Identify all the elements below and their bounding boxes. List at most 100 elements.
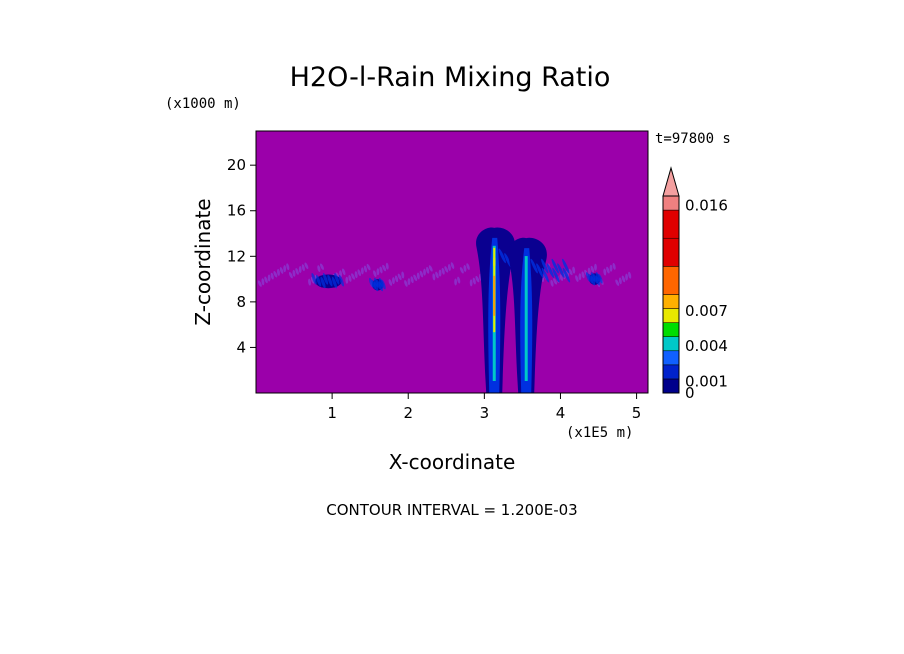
faint-rain-streak xyxy=(373,270,377,278)
colorbar-segment xyxy=(662,195,680,211)
colorbar-label: 0 xyxy=(685,384,695,402)
faint-rain-streak xyxy=(283,265,287,273)
rain-streak xyxy=(311,272,317,285)
faint-rain-streak xyxy=(419,270,424,278)
colorbar-extend-arrow xyxy=(662,166,680,197)
faint-rain-streak xyxy=(625,273,628,281)
colorbar-segment xyxy=(662,266,680,295)
faint-rain-streak xyxy=(459,267,464,274)
rain-streak xyxy=(595,275,601,286)
faint-rain-streak xyxy=(397,273,402,281)
time-label: t=97800 s xyxy=(655,131,731,147)
y-tick-label: 12 xyxy=(227,247,246,265)
anvil-streak xyxy=(551,258,559,274)
faint-rain-streak xyxy=(286,263,290,271)
rain-streak xyxy=(373,281,379,292)
x-tick-label: 4 xyxy=(556,404,566,422)
faint-rain-streak xyxy=(385,262,389,270)
faint-rain-streak xyxy=(587,267,591,275)
rain-streak xyxy=(378,281,384,292)
faint-rain-streak xyxy=(366,263,371,271)
faint-rain-streak xyxy=(407,278,411,286)
faint-rain-streak xyxy=(615,279,620,286)
faint-rain-streak xyxy=(388,279,393,286)
faint-rain-streak xyxy=(612,262,616,270)
chart-title: H2O-l-Rain Mixing Ratio xyxy=(290,62,611,93)
colorbar-label: 0.016 xyxy=(685,196,728,214)
faint-rain-streak xyxy=(270,272,274,280)
faint-rain-streak xyxy=(354,271,358,279)
y-tick-label: 4 xyxy=(236,338,246,356)
rain-streak xyxy=(338,274,344,287)
faint-rain-streak xyxy=(581,271,585,279)
anvil-streak xyxy=(552,267,560,283)
faint-rain-streak xyxy=(279,267,284,274)
faint-rain-streak xyxy=(341,268,346,276)
faint-rain-streak xyxy=(475,275,480,283)
rain-streak xyxy=(331,276,338,289)
faint-rain-streak xyxy=(609,264,613,272)
faint-rain-streak xyxy=(363,265,368,273)
faint-rain-streak xyxy=(345,276,349,284)
faint-rain-streak xyxy=(444,266,449,273)
rain-streak xyxy=(315,274,322,287)
anvil-streak xyxy=(504,253,512,268)
y-scale-label: (x1000 m) xyxy=(165,96,241,112)
x-axis-label: X-coordinate xyxy=(389,450,516,474)
faint-rain-streak xyxy=(441,267,445,275)
plot-area xyxy=(256,131,648,393)
faint-rain-streak xyxy=(382,264,387,272)
anvil-streak xyxy=(530,258,538,274)
colorbar-segment xyxy=(662,350,680,366)
faint-rain-streak xyxy=(295,268,299,275)
faint-rain-streak xyxy=(357,269,362,277)
faint-rain-streak xyxy=(603,268,607,276)
faint-rain-streak xyxy=(553,278,558,285)
faint-rain-streak xyxy=(264,276,268,284)
rain-streak xyxy=(320,276,326,289)
faint-rain-streak xyxy=(320,263,324,270)
faint-rain-streak xyxy=(594,263,597,271)
x-tick-label: 5 xyxy=(632,404,642,422)
colorbar xyxy=(662,166,680,394)
contour-interval: CONTOUR INTERVAL = 1.200E-03 xyxy=(326,501,577,519)
colorbar-segment xyxy=(662,322,680,337)
rain-streak xyxy=(327,274,333,287)
faint-rain-streak xyxy=(426,266,430,274)
faint-rain-streak xyxy=(450,262,455,269)
faint-rain-streak xyxy=(298,266,302,274)
faint-rain-streak xyxy=(432,273,436,281)
faint-rain-streak xyxy=(423,268,426,276)
y-axis-label: Z-coordinate xyxy=(191,198,215,325)
colorbar-segment xyxy=(662,364,680,380)
anvil-streak xyxy=(546,263,554,278)
faint-rain-streak xyxy=(416,272,420,280)
column-peak xyxy=(493,275,496,316)
faint-rain-streak xyxy=(621,275,626,283)
colorbar-segment xyxy=(662,308,680,323)
anvil-streak xyxy=(557,263,565,278)
y-tick-label: 8 xyxy=(236,293,246,311)
y-tick-label: 16 xyxy=(227,202,246,220)
faint-rain-streak xyxy=(288,271,293,279)
faint-rain-streak xyxy=(379,266,383,274)
faint-rain-streak xyxy=(277,268,280,276)
faint-rain-streak xyxy=(376,268,380,276)
anvil-streak xyxy=(541,258,549,274)
anvil-streak xyxy=(562,267,571,283)
faint-rain-streak xyxy=(568,268,573,276)
faint-rain-streak xyxy=(578,273,582,281)
rain-streak xyxy=(598,273,603,284)
rain-streak xyxy=(590,275,596,286)
faint-rain-streak xyxy=(454,278,458,286)
faint-rain-streak xyxy=(428,265,433,272)
faint-rain-streak xyxy=(447,264,451,271)
rain-field xyxy=(257,227,632,393)
rain-streak xyxy=(322,272,329,285)
colorbar-segment xyxy=(662,294,680,309)
x-axis-ticks: 1 2 3 4 5 xyxy=(327,393,641,422)
faint-rain-streak xyxy=(394,275,399,283)
faint-rain-streak xyxy=(360,267,364,275)
faint-rain-streak xyxy=(348,274,352,282)
